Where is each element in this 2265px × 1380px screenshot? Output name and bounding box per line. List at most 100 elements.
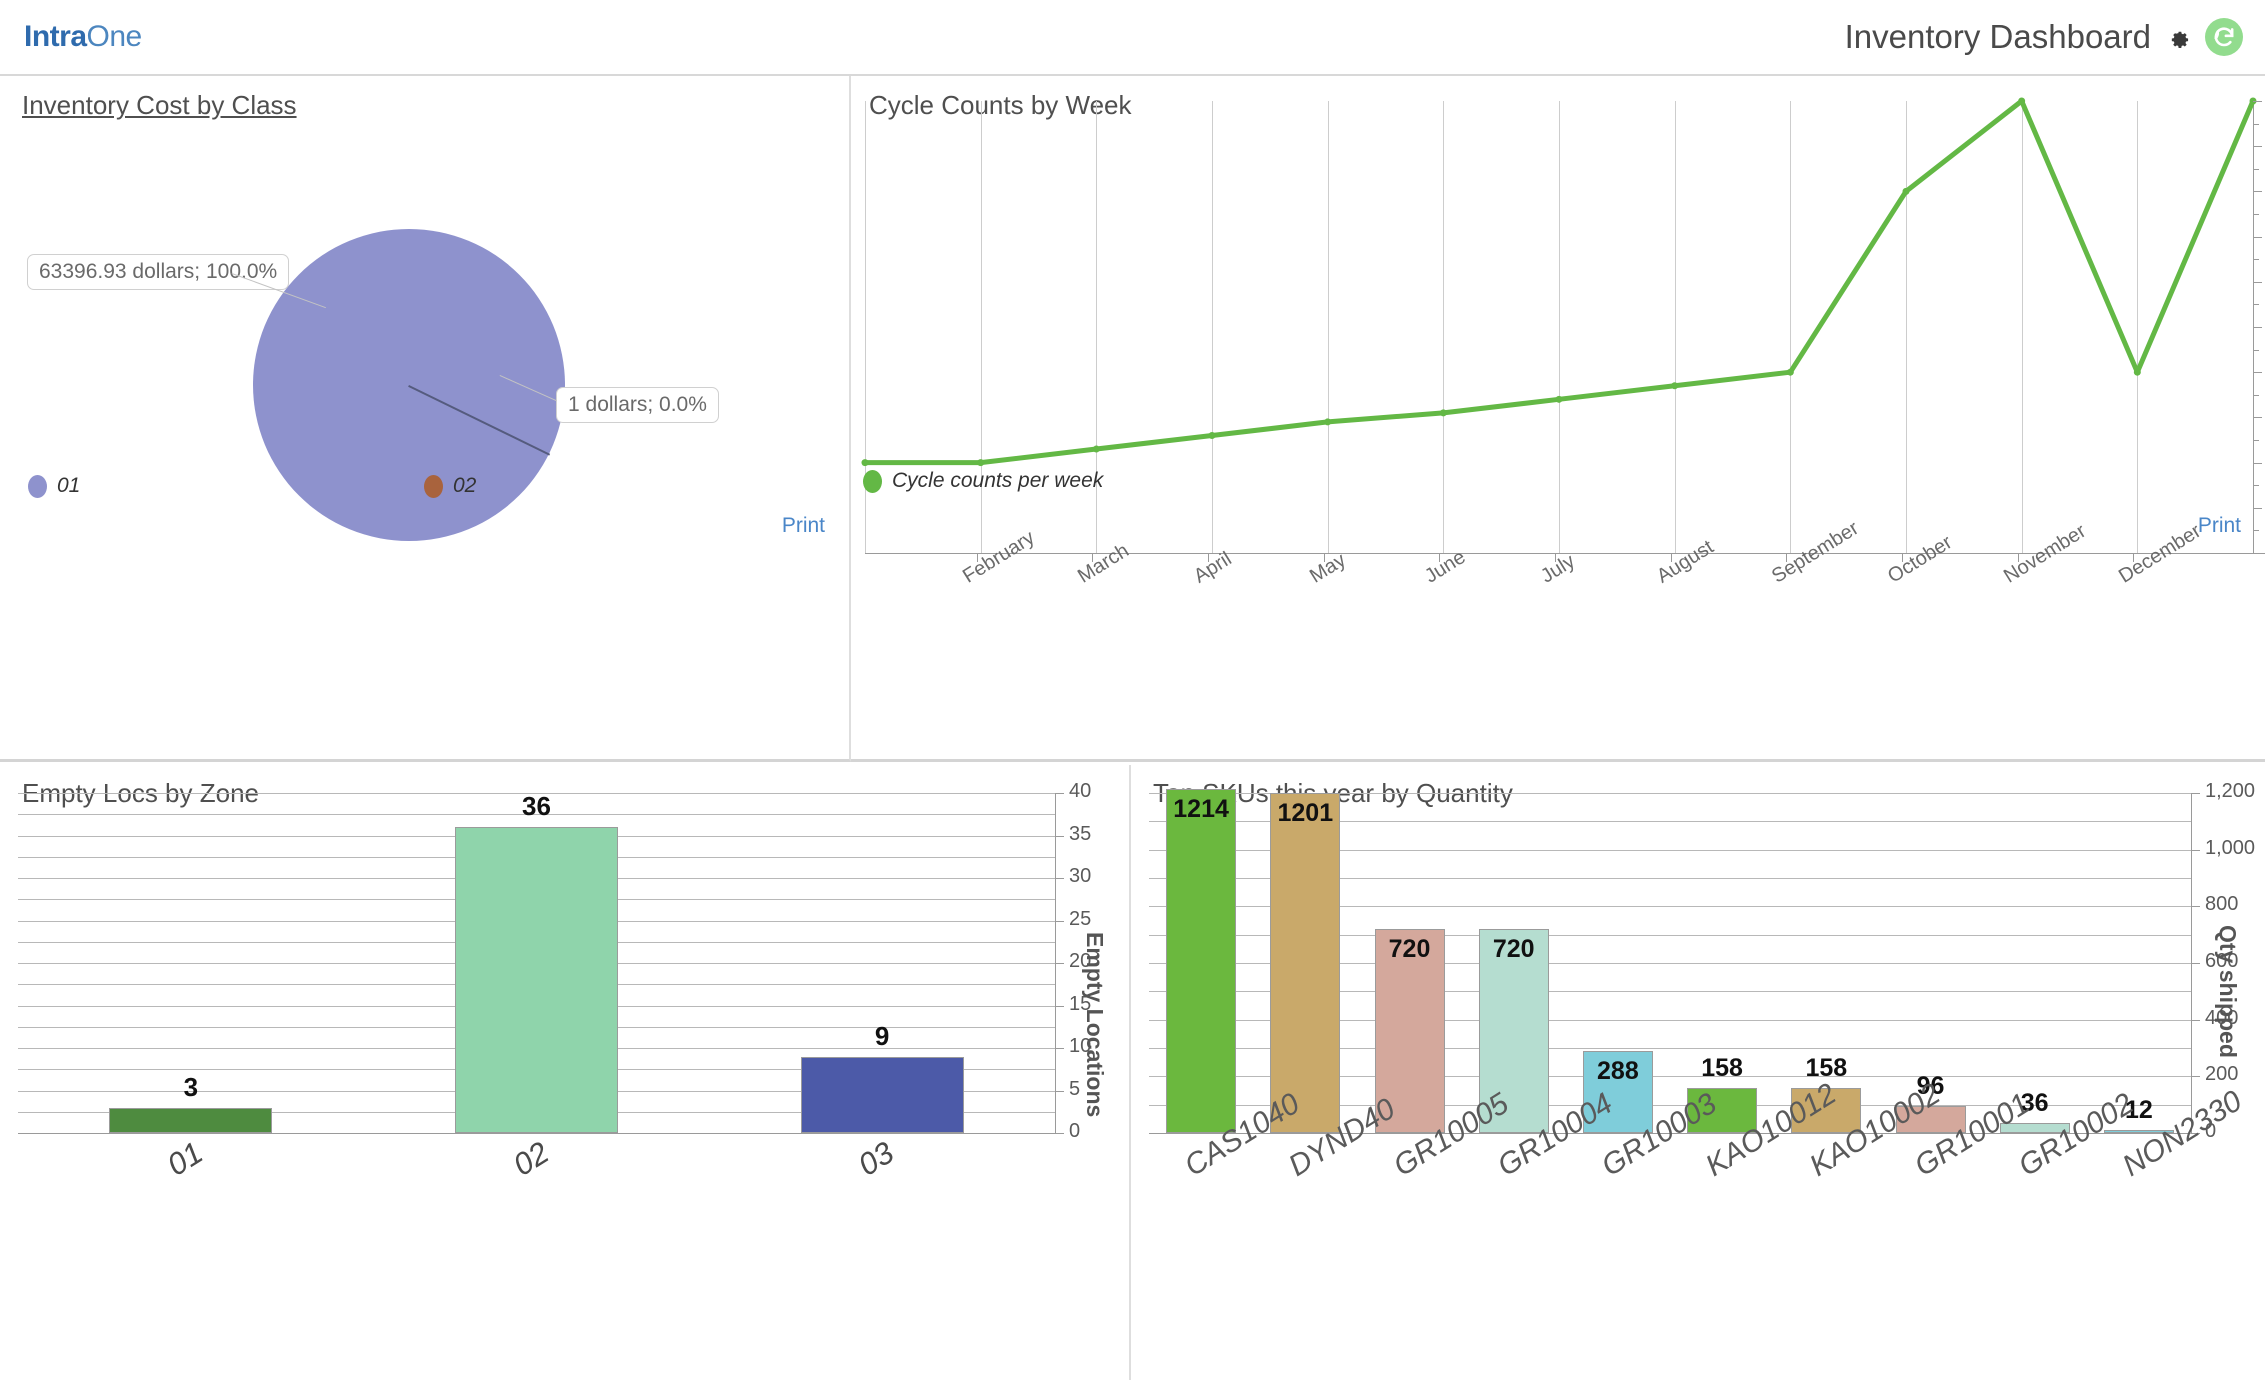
tick-mark-minor xyxy=(2253,440,2259,441)
gridline-horizontal xyxy=(1149,878,2191,879)
y-tick-label: 15 xyxy=(1069,992,1092,1015)
tick-mark xyxy=(1055,793,1064,794)
line-chart-plot: 0.00.51.01.52.02.53.03.54.04.55.0 Februa… xyxy=(851,76,2265,762)
tick-mark xyxy=(2253,372,2262,374)
y-tick-label: 5 xyxy=(1069,1077,1081,1100)
line-chart-x-axis xyxy=(865,553,2265,554)
gridline-vertical xyxy=(2137,101,2139,553)
pie-legend-item-01[interactable]: 01 xyxy=(28,474,80,498)
gridline-horizontal xyxy=(1149,963,2191,964)
panel-cycle-counts-by-week: Cycle Counts by Week 0.00.51.01.52.02.53… xyxy=(851,76,2265,762)
gridline-vertical xyxy=(1790,101,1792,553)
x-tick-label: 01 xyxy=(160,1134,209,1183)
tick-mark xyxy=(1439,553,1441,562)
tick-mark xyxy=(2191,1076,2200,1078)
line-chart-series[interactable] xyxy=(851,76,2265,762)
y-tick-label: 400 xyxy=(2205,1006,2239,1029)
gridline-horizontal xyxy=(1149,821,2191,823)
refresh-icon[interactable] xyxy=(2205,18,2243,56)
bar[interactable] xyxy=(1791,1088,1862,1133)
gridline-vertical xyxy=(865,101,866,553)
y-tick-label: 0 xyxy=(2205,1120,2217,1142)
tick-mark xyxy=(1670,553,1672,562)
pie-legend-item-02[interactable]: 02 xyxy=(424,474,476,498)
gear-icon[interactable] xyxy=(2165,24,2191,50)
bar[interactable] xyxy=(800,1056,964,1133)
bar-value-label: 720 xyxy=(1388,935,1431,963)
gridline-vertical xyxy=(1674,101,1676,553)
gridline-horizontal xyxy=(1149,1076,2191,1078)
tick-mark xyxy=(2253,236,2262,238)
tick-mark xyxy=(1902,553,1903,562)
legend-label: 02 xyxy=(453,474,477,497)
bar-value-label: 36 xyxy=(2020,1088,2049,1117)
top-skus-y-axis-label: Qty shipped xyxy=(2215,925,2241,1058)
y-tick-label: 200 xyxy=(2205,1063,2239,1086)
y-tick-label: 20 xyxy=(1069,950,1092,972)
bar[interactable] xyxy=(1478,929,1549,1133)
tick-mark xyxy=(1092,553,1094,562)
tick-mark-minor xyxy=(2253,485,2259,487)
y-tick-label: 30 xyxy=(1069,865,1092,887)
gridline-vertical xyxy=(1443,101,1445,553)
tick-mark xyxy=(2253,507,2262,509)
bar-value-label: 1201 xyxy=(1277,798,1334,827)
gridline-horizontal xyxy=(1149,1019,2191,1021)
bar[interactable] xyxy=(1999,1122,2070,1133)
app-header: IntraOne Inventory Dashboard xyxy=(0,0,2265,76)
bar[interactable] xyxy=(1374,929,1445,1133)
tick-mark xyxy=(1055,835,1064,837)
bar-value-label: 36 xyxy=(522,791,551,821)
tick-mark xyxy=(976,553,978,562)
print-link-pie[interactable]: Print xyxy=(781,514,825,537)
tick-mark xyxy=(2191,1019,2200,1021)
empty-locs-x-axis xyxy=(18,1133,1058,1134)
bar-value-label: 12 xyxy=(2124,1095,2153,1124)
tick-mark-minor xyxy=(2253,304,2259,306)
bar[interactable] xyxy=(2103,1129,2174,1133)
bar[interactable] xyxy=(455,827,618,1133)
logo-primary: Intra xyxy=(24,20,87,53)
gridline-horizontal xyxy=(18,814,1055,816)
gridline-vertical xyxy=(2021,101,2023,553)
tick-mark xyxy=(2253,146,2262,148)
page-title: Inventory Dashboard xyxy=(1844,18,2151,55)
panel-inventory-cost-by-class: Inventory Cost by Class 63396.93 dollars… xyxy=(0,76,851,762)
gridline-horizontal xyxy=(1149,1048,2191,1049)
legend-label: Cycle counts per week xyxy=(892,469,1104,492)
tick-mark xyxy=(1055,920,1064,922)
tick-mark xyxy=(1323,553,1325,562)
bar[interactable] xyxy=(1687,1088,1758,1133)
tick-mark xyxy=(2253,553,2262,554)
bar-value-label: 158 xyxy=(1805,1054,1848,1083)
bar[interactable] xyxy=(109,1107,273,1133)
tick-mark xyxy=(2191,1133,2200,1134)
tick-mark xyxy=(2253,191,2262,193)
tick-mark xyxy=(1055,1005,1064,1007)
app-logo[interactable]: IntraOne xyxy=(24,20,142,54)
bar[interactable] xyxy=(1270,792,1341,1133)
bar-value-label: 3 xyxy=(183,1071,199,1102)
bar[interactable] xyxy=(1166,789,1237,1133)
gridline-vertical xyxy=(1327,101,1329,553)
legend-label: 01 xyxy=(57,474,81,497)
gridline-horizontal xyxy=(1149,1104,2191,1106)
y-tick-label: 35 xyxy=(1069,822,1092,845)
bar[interactable] xyxy=(1582,1051,1653,1133)
tick-mark xyxy=(1555,553,1556,562)
y-tick-label: 40 xyxy=(1069,780,1092,802)
logo-secondary: One xyxy=(86,20,143,53)
tick-mark xyxy=(1055,878,1064,879)
tick-mark-minor xyxy=(2253,394,2259,396)
bar[interactable] xyxy=(1895,1105,1966,1133)
tick-mark xyxy=(2017,553,2019,562)
y-tick-label: 0 xyxy=(1069,1120,1081,1142)
tick-mark xyxy=(1055,1090,1064,1092)
pie-chart-title: Inventory Cost by Class xyxy=(22,90,297,120)
empty-locs-y-axis-label: Empty Locations xyxy=(1082,932,1108,1118)
print-link-line[interactable]: Print xyxy=(2197,514,2241,537)
line-legend-item[interactable]: Cycle counts per week xyxy=(863,469,1103,493)
x-tick-label: 03 xyxy=(852,1134,900,1183)
tick-mark xyxy=(1786,553,1788,562)
gridline-horizontal xyxy=(1149,991,2191,993)
